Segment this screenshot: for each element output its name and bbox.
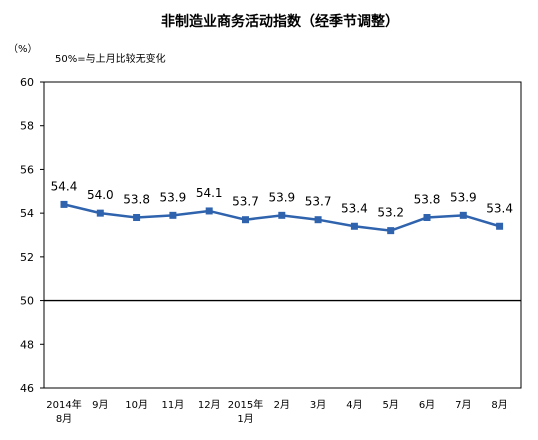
x-tick-label: 2014年 [46, 398, 81, 411]
y-tick-label: 46 [20, 382, 34, 395]
y-tick-label: 56 [20, 163, 34, 176]
data-point [496, 222, 504, 230]
x-tick-label: 2月 [274, 399, 290, 411]
data-label: 54.4 [51, 179, 78, 193]
data-point [314, 216, 322, 224]
plot-frame [43, 81, 522, 389]
data-label: 54.1 [196, 186, 223, 200]
data-point [423, 214, 431, 222]
x-tick-label: 7月 [455, 399, 471, 411]
data-point [205, 207, 213, 215]
y-tick-label: 60 [20, 76, 34, 89]
data-point [387, 227, 395, 235]
x-tick-label: 4月 [346, 399, 362, 411]
x-tick-label: 12月 [198, 399, 221, 411]
x-tick-label: 11月 [162, 399, 185, 411]
y-tick-label: 52 [20, 251, 34, 264]
data-point [350, 222, 358, 230]
plot-area: 46 48 50 52 54 56 58 60 2014年 8月 9月 10月 11月 12月 2015年 1… [20, 76, 522, 425]
x-tick-label: 8月 [56, 413, 72, 425]
data-label: 53.2 [377, 206, 404, 220]
x-tick-label: 1月 [237, 413, 253, 425]
data-point [96, 209, 104, 217]
y-tick-label: 58 [20, 120, 34, 133]
y-tick-label: 48 [20, 338, 34, 351]
x-tick-label: 5月 [383, 399, 399, 411]
chart-note: 50%=与上月比较无变化 [55, 52, 166, 65]
data-point [133, 214, 141, 222]
y-tick-label: 54 [20, 207, 34, 220]
data-point [459, 211, 467, 219]
data-label: 53.9 [268, 190, 295, 204]
data-label: 53.7 [305, 195, 332, 209]
data-point [169, 211, 177, 219]
data-label: 53.4 [486, 201, 513, 215]
data-label: 53.9 [450, 190, 477, 204]
data-label: 53.4 [341, 201, 368, 215]
chart-title: 非制造业商务活动指数（经季节调整） [161, 13, 399, 30]
data-label: 53.8 [123, 193, 150, 207]
x-tick-label: 9月 [92, 399, 108, 411]
y-unit-label: （%） [8, 43, 38, 55]
data-point [278, 211, 286, 219]
x-tick-label: 2015年 [228, 398, 263, 411]
x-tick-label: 6月 [419, 399, 435, 411]
y-tick-label: 50 [20, 295, 34, 308]
data-label: 53.7 [232, 195, 259, 209]
data-label: 54.0 [87, 188, 114, 202]
data-point [242, 216, 249, 224]
x-tick-label: 10月 [125, 399, 148, 411]
data-label: 53.8 [414, 193, 441, 207]
x-tick-label: 3月 [310, 399, 326, 411]
x-tick-label: 8月 [491, 399, 507, 411]
data-label: 53.9 [160, 190, 187, 204]
data-point [60, 200, 68, 208]
